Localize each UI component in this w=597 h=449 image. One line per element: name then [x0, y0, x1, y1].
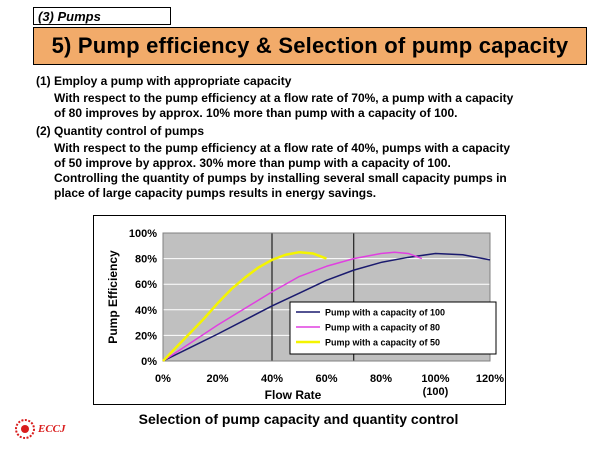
x-tick-label: 60%	[315, 373, 337, 385]
item1-heading: (1) Employ a pump with appropriate capac…	[36, 74, 292, 88]
x-tick-label: 40%	[261, 373, 283, 385]
x-tick-label: 20%	[206, 373, 228, 385]
legend-label: Pump with a capacity of 50	[325, 338, 440, 348]
y-tick-label: 0%	[141, 356, 157, 368]
item2-line: Controlling the quantity of pumps by ins…	[54, 171, 507, 185]
logo-text: ECCJ	[38, 423, 66, 435]
x-axis-label: Flow Rate	[265, 388, 322, 402]
series-line	[162, 252, 491, 362]
y-tick-label: 80%	[135, 254, 157, 266]
item1-line: of 80 improves by approx. 10% more than …	[54, 106, 458, 120]
legend-label: Pump with a capacity of 80	[325, 323, 440, 333]
item2-line: of 50 improve by approx. 30% more than p…	[54, 156, 451, 170]
chart-caption: Selection of pump capacity and quantity …	[138, 411, 459, 427]
y-axis-label: Pump Efficiency	[106, 250, 120, 344]
x-tick-label: 80%	[370, 373, 392, 385]
x-tick-label: 0%	[155, 373, 171, 385]
x-tick-label: 120%	[476, 373, 504, 385]
x-tick-label: 100%	[421, 373, 449, 385]
legend-label: Pump with a capacity of 100	[325, 308, 445, 318]
item1-line: With respect to the pump efficiency at a…	[54, 91, 514, 105]
item2-paragraph: With respect to the pump efficiency at a…	[54, 141, 574, 201]
series-line	[162, 251, 423, 362]
eccj-logo-icon	[15, 419, 35, 439]
item2-line: place of large capacity pumps results in…	[54, 186, 377, 200]
y-tick-label: 100%	[129, 228, 157, 240]
legend-box	[289, 301, 497, 355]
y-tick-label: 20%	[135, 330, 157, 342]
item2-heading: (2) Quantity control of pumps	[36, 124, 204, 138]
item1-paragraph: With respect to the pump efficiency at a…	[54, 91, 574, 121]
x-tick-sublabel: (100)	[423, 386, 449, 398]
plot-border	[162, 232, 491, 362]
section-tag: (3) Pumps	[33, 7, 171, 25]
y-tick-label: 60%	[135, 279, 157, 291]
series-line	[162, 250, 327, 362]
y-tick-label: 40%	[135, 305, 157, 317]
item2-line: With respect to the pump efficiency at a…	[54, 141, 510, 155]
page-title: 5) Pump efficiency & Selection of pump c…	[33, 27, 587, 65]
